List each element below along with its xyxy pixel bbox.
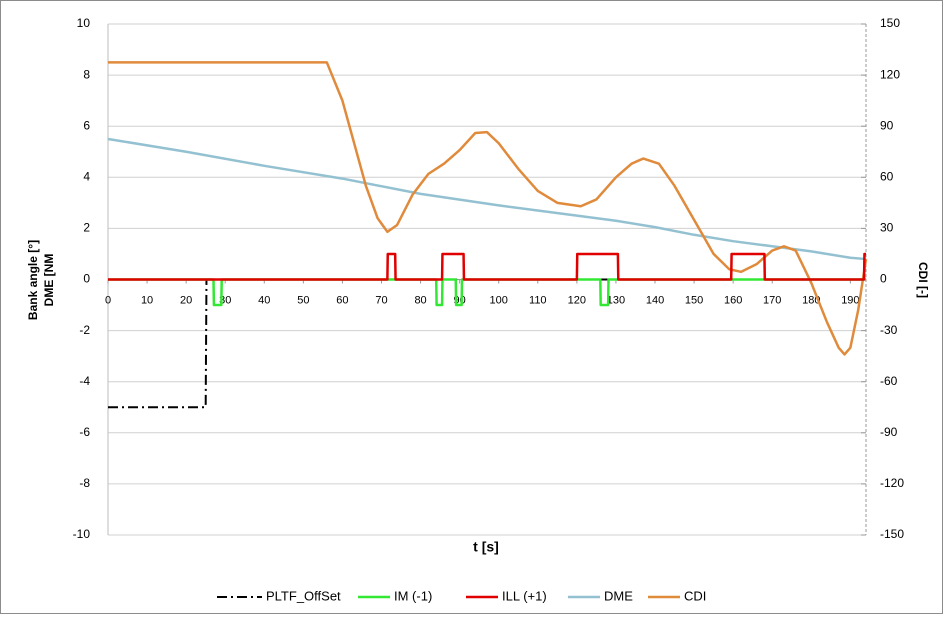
legend-label: CDI [684, 588, 706, 603]
y-tick-label: 6 [83, 118, 90, 132]
x-axis-label: t [s] [473, 539, 499, 555]
y-tick-label: 8 [83, 67, 90, 81]
legend-label: DME [604, 588, 633, 603]
legend-label: PLTF_OffSet [266, 588, 341, 603]
y2-tick-label: 90 [880, 118, 894, 132]
y2-tick-label: 0 [880, 272, 887, 286]
series-line [108, 61, 868, 356]
y2-tick-label: -90 [880, 425, 898, 439]
x-tick-label: 80 [414, 294, 426, 306]
y-tick-label: -10 [73, 527, 91, 541]
x-tick-label: 130 [607, 294, 625, 306]
y-tick-label: -4 [79, 374, 90, 388]
y2-axis-label: CDI [-] [916, 262, 930, 298]
series-line [108, 278, 866, 307]
y-tick-label: 4 [83, 169, 90, 183]
x-tick-label: 190 [841, 294, 859, 306]
x-tick-label: 170 [763, 294, 781, 306]
legend-label: ILL (+1) [502, 588, 547, 603]
y2-tick-label: 120 [880, 67, 900, 81]
y2-tick-label: 60 [880, 169, 894, 183]
y-tick-label: -2 [79, 323, 90, 337]
x-tick-label: 110 [529, 294, 547, 306]
x-tick-label: 0 [105, 294, 111, 306]
y2-tick-label: -150 [880, 527, 904, 541]
y-tick-label: 0 [83, 272, 90, 286]
y2-tick-label: 30 [880, 221, 894, 235]
x-tick-label: 150 [685, 294, 703, 306]
legend-label: IM (-1) [394, 588, 432, 603]
x-tick-label: 70 [375, 294, 387, 306]
x-tick-label: 160 [724, 294, 742, 306]
x-tick-label: 20 [180, 294, 192, 306]
y2-tick-label: -30 [880, 323, 898, 337]
y-tick-label: -8 [79, 476, 90, 490]
y-tick-label: 10 [77, 16, 91, 30]
y-axis-label: DME [NM [42, 254, 56, 307]
x-tick-label: 40 [258, 294, 270, 306]
x-tick-label: 60 [336, 294, 348, 306]
y2-tick-label: 150 [880, 16, 900, 30]
x-tick-label: 140 [646, 294, 664, 306]
x-tick-label: 100 [490, 294, 508, 306]
series-line [108, 252, 866, 281]
y2-tick-label: -120 [880, 476, 904, 490]
y2-tick-label: -60 [880, 374, 898, 388]
x-tick-label: 50 [297, 294, 309, 306]
x-tick-label: 120 [568, 294, 586, 306]
y-axis-label: Bank angle [°] [26, 240, 40, 320]
x-tick-label: 10 [141, 294, 153, 306]
series-line [107, 137, 867, 261]
y-tick-label: -6 [79, 425, 90, 439]
y-tick-label: 2 [83, 221, 90, 235]
